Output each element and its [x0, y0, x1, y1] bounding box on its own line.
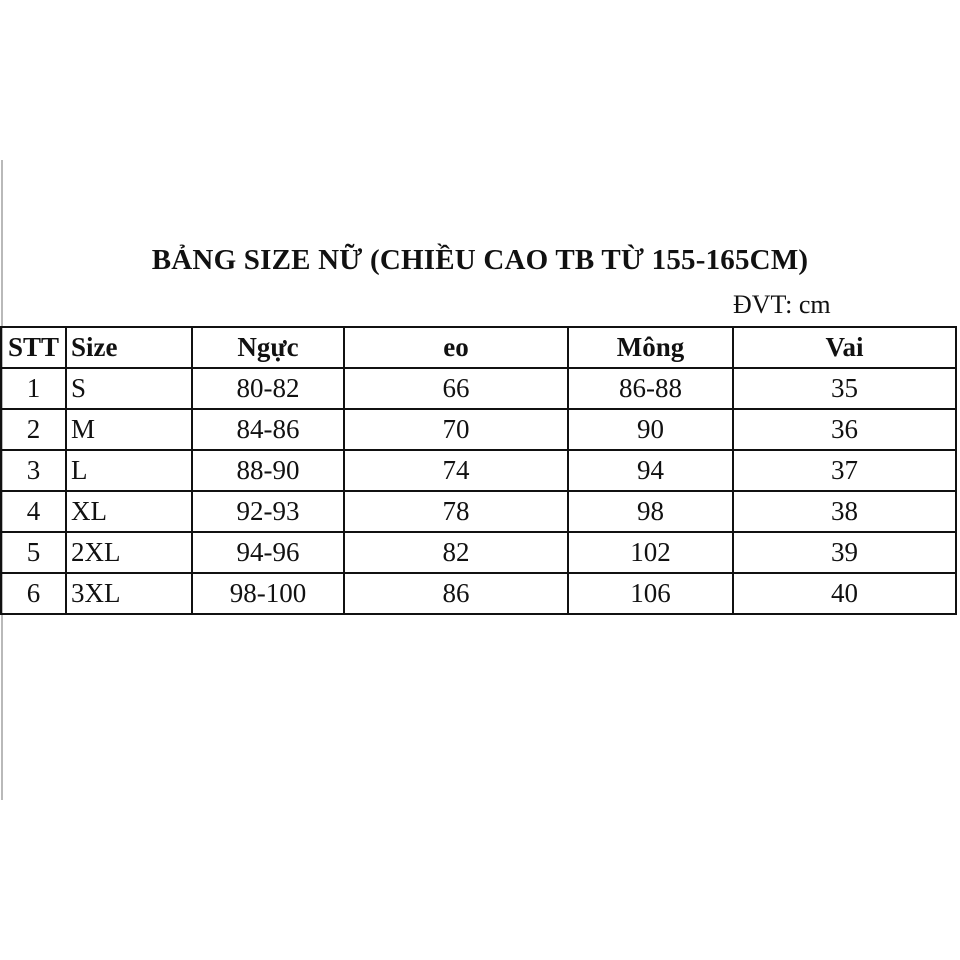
- table-row: 6 3XL 98-100 86 106 40: [0, 572, 957, 615]
- table-row: 4 XL 92-93 78 98 38: [0, 490, 957, 533]
- table-cell: 37: [732, 449, 957, 492]
- table-cell: 2: [0, 408, 67, 451]
- unit-label: ĐVT: cm: [733, 290, 831, 319]
- table-cell: 5: [0, 531, 67, 574]
- table-cell: 98-100: [191, 572, 345, 615]
- table-cell: S: [65, 367, 193, 410]
- table-cell: 66: [343, 367, 569, 410]
- table-cell: 40: [732, 572, 957, 615]
- table-cell: 86-88: [567, 367, 734, 410]
- table-row: 3 L 88-90 74 94 37: [0, 449, 957, 492]
- table-cell: 98: [567, 490, 734, 533]
- table-cell: 74: [343, 449, 569, 492]
- column-header: STT: [0, 326, 67, 369]
- table-cell: 94: [567, 449, 734, 492]
- column-header: Mông: [567, 326, 734, 369]
- table-cell: 88-90: [191, 449, 345, 492]
- table-cell: 3XL: [65, 572, 193, 615]
- table-cell: 86: [343, 572, 569, 615]
- table-cell: 35: [732, 367, 957, 410]
- table-cell: 1: [0, 367, 67, 410]
- column-header: Size: [65, 326, 193, 369]
- table-cell: 70: [343, 408, 569, 451]
- page-title: BẢNG SIZE NỮ (CHIỀU CAO TB TỪ 155-165CM): [151, 244, 809, 276]
- size-table: STT Size Ngực eo Mông Vai 1 S 80-82 66 86-88 35 2 M 8…: [0, 326, 957, 615]
- column-header: Ngực: [191, 326, 345, 369]
- table-cell: L: [65, 449, 193, 492]
- table-cell: 36: [732, 408, 957, 451]
- table-row: 2 M 84-86 70 90 36: [0, 408, 957, 451]
- table-cell: 90: [567, 408, 734, 451]
- table-header-row: STT Size Ngực eo Mông Vai: [0, 326, 957, 369]
- table-cell: 78: [343, 490, 569, 533]
- table-cell: 38: [732, 490, 957, 533]
- table-cell: 82: [343, 531, 569, 574]
- table-cell: 39: [732, 531, 957, 574]
- table-row: 1 S 80-82 66 86-88 35: [0, 367, 957, 410]
- table-cell: XL: [65, 490, 193, 533]
- table-cell: 2XL: [65, 531, 193, 574]
- table-cell: 106: [567, 572, 734, 615]
- table-cell: 92-93: [191, 490, 345, 533]
- column-header: eo: [343, 326, 569, 369]
- table-cell: 94-96: [191, 531, 345, 574]
- table-cell: M: [65, 408, 193, 451]
- table-cell: 6: [0, 572, 67, 615]
- table-cell: 3: [0, 449, 67, 492]
- table-cell: 102: [567, 531, 734, 574]
- column-header: Vai: [732, 326, 957, 369]
- table-row: 5 2XL 94-96 82 102 39: [0, 531, 957, 574]
- table-cell: 4: [0, 490, 67, 533]
- table-cell: 84-86: [191, 408, 345, 451]
- table-cell: 80-82: [191, 367, 345, 410]
